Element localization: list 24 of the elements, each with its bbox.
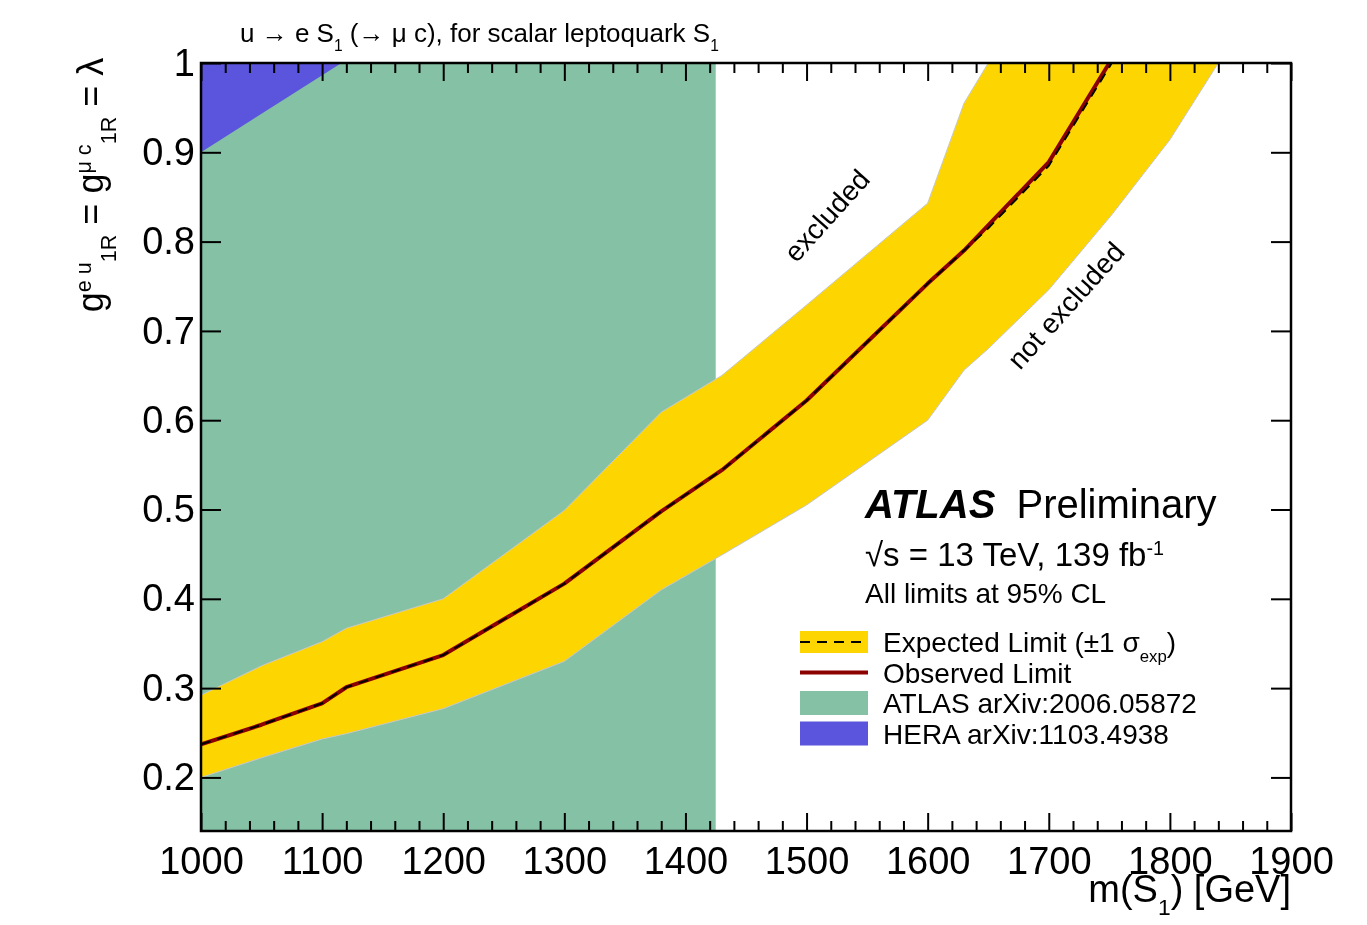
y-tick-label: 1	[173, 41, 195, 84]
annotation: √s = 13 TeV, 139 fb$^{-1}$	[865, 536, 1165, 573]
x-tick-label: 1400	[643, 839, 729, 882]
legend-label: ATLAS arXiv:2006.05872	[883, 688, 1197, 719]
x-tick-label: 1500	[764, 839, 850, 882]
y-tick-label: 0.4	[142, 577, 195, 620]
x-tick-label: 1600	[885, 839, 971, 882]
y-tick-label: 0.2	[142, 756, 195, 799]
x-tick-label: 1200	[401, 839, 486, 882]
y-tick-label: 0.8	[142, 220, 195, 263]
y-tick-label: 0.9	[142, 130, 195, 173]
x-tick-label: 1100	[281, 839, 364, 882]
y-tick-label: 0.7	[142, 309, 195, 352]
y-tick-label: 0.6	[142, 398, 195, 441]
annotation: ATLAS Preliminary	[864, 482, 1217, 526]
legend-label: HERA arXiv:1103.4938	[883, 718, 1169, 750]
y-tick-label: 0.3	[142, 666, 195, 709]
y-tick-label: 0.5	[142, 488, 195, 531]
chart-title: u → e S$_{1}$ (→ μ c), for scalar leptoquark S$_{1}$	[240, 18, 719, 54]
annotation: All limits at 95% CL	[865, 578, 1107, 609]
x-tick-label: 1700	[1007, 839, 1092, 882]
legend-label: Observed Limit	[883, 657, 1072, 689]
x-tick-label: 1000	[159, 839, 244, 882]
x-tick-label: 1300	[522, 839, 608, 882]
